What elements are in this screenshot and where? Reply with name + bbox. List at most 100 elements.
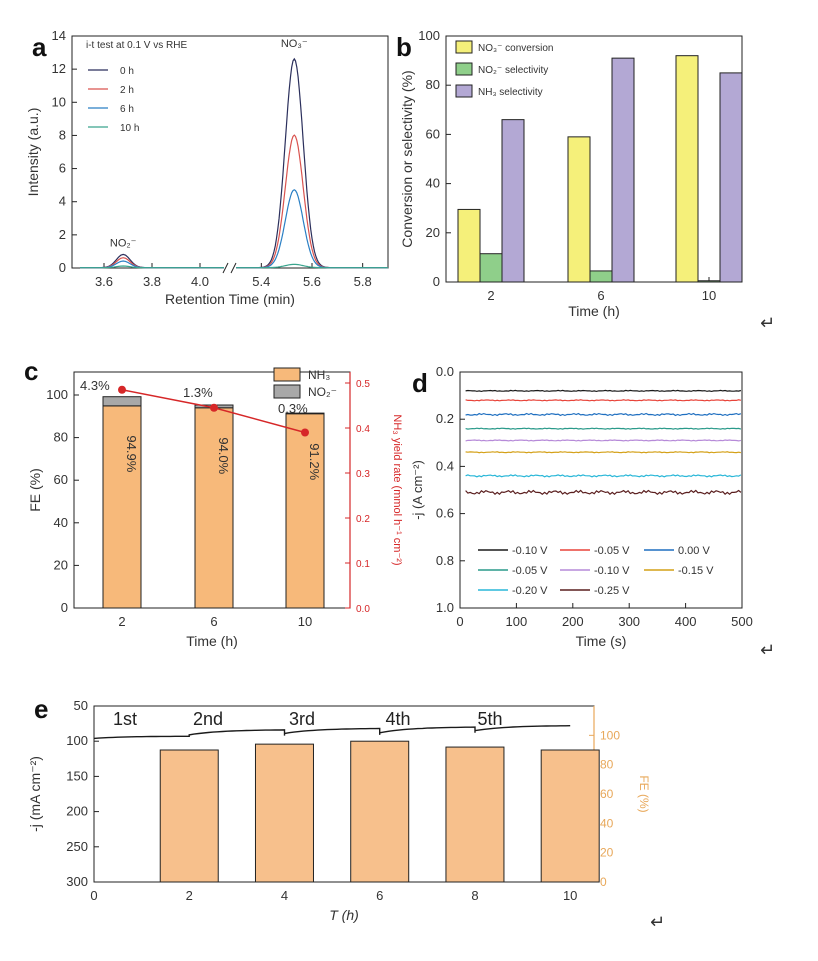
bar-nh3	[285, 413, 325, 609]
x-axis-label: Time (h)	[568, 303, 620, 319]
data-label-no2: 0.3%	[278, 401, 308, 416]
yield-point	[118, 385, 126, 394]
x-tick-label: 400	[675, 614, 697, 629]
y2-tick-label: 0.1	[356, 559, 370, 570]
legend-label: 2 h	[120, 85, 134, 96]
legend-label: -0.05 V	[594, 545, 630, 557]
y-tick-label: 14	[52, 28, 66, 43]
bar-1	[479, 253, 503, 283]
x-tick-label: 2	[118, 614, 125, 629]
y-tick-label: 100	[66, 733, 88, 748]
legend-swatch	[455, 84, 473, 98]
y-axis-label: Conversion or selectivity (%)	[399, 70, 415, 247]
y-tick-label: 60	[54, 472, 68, 487]
y-tick-label: 20	[54, 557, 68, 572]
legend-swatch	[455, 40, 473, 54]
series-line-nitrate	[236, 57, 388, 269]
y-axis-label: -j (mA cm⁻²)	[27, 756, 43, 832]
series-line	[465, 474, 742, 478]
panel-letter-b: b	[396, 32, 412, 62]
series-line-nitrate	[236, 263, 388, 269]
y-tick-label: 200	[66, 804, 88, 819]
x-tick-label: 6	[210, 614, 217, 629]
bar-0	[675, 55, 699, 283]
x-axis-label: Time (s)	[576, 633, 627, 649]
y-tick-label: 0	[59, 260, 66, 275]
x-axis-label: Time (h)	[186, 633, 238, 649]
series-line	[465, 427, 742, 430]
x-tick-label: 10	[563, 888, 577, 903]
y-tick-label: 100	[418, 28, 440, 43]
bar-2	[719, 72, 743, 283]
y-axis-label: Intensity (a.u.)	[25, 108, 41, 197]
legend-label: -0.20 V	[512, 585, 548, 597]
series-line	[465, 389, 742, 393]
y2-tick-label: 0.4	[356, 424, 370, 435]
panel-letter-d: d	[412, 368, 428, 398]
y-tick-label: 0.4	[436, 458, 454, 473]
x-tick-label: 100	[506, 614, 528, 629]
y-tick-label: 20	[426, 225, 440, 240]
x-tick-label: 4.0	[191, 274, 209, 289]
panel-letter-c: c	[24, 356, 38, 386]
y-tick-label: 300	[66, 874, 88, 889]
x-tick-label: 3.8	[143, 274, 161, 289]
x-axis-label: T (h)	[329, 907, 359, 923]
y2-tick-label: 0.0	[356, 604, 370, 615]
y2-tick-label: 0.3	[356, 469, 370, 480]
legend-swatch	[455, 62, 473, 76]
cycle-label: 4th	[385, 709, 410, 729]
x-tick-label: 2	[186, 888, 193, 903]
bar-0	[457, 208, 481, 283]
panel-letter-a: a	[32, 32, 47, 62]
y-tick-label: 80	[426, 77, 440, 92]
y2-tick-label: 100	[600, 728, 620, 742]
x-tick-label: 0	[90, 888, 97, 903]
y2-tick-label: 40	[600, 816, 614, 830]
y-tick-label: 0	[61, 600, 68, 615]
x-tick-label: 4	[281, 888, 288, 903]
cycle-label: 2nd	[193, 709, 223, 729]
legend-label: 10 h	[120, 123, 139, 134]
cycle-label: 1st	[113, 709, 137, 729]
series-line-nitrate	[236, 134, 388, 269]
legend-label: -0.15 V	[678, 565, 714, 577]
legend-label: NH₃ selectivity	[478, 87, 543, 98]
y-axis-label: -j (A cm⁻²)	[410, 460, 425, 520]
bar-2	[501, 119, 525, 283]
legend-label: NH₃	[308, 368, 330, 382]
y-tick-label: 0.0	[436, 364, 454, 379]
peak-label: NO₃⁻	[281, 38, 308, 50]
y-tick-label: 250	[66, 839, 88, 854]
legend-swatch	[273, 384, 301, 399]
bar-1	[697, 280, 721, 283]
bar-nh3	[102, 405, 142, 609]
x-tick-label: 0	[456, 614, 463, 629]
x-tick-label: 2	[487, 288, 494, 303]
fe-bar	[540, 749, 600, 883]
series-line	[465, 451, 742, 454]
x-tick-label: 200	[562, 614, 584, 629]
current-line	[93, 725, 571, 740]
y-tick-label: 2	[59, 227, 66, 242]
x-tick-label: 3.6	[95, 274, 113, 289]
bar-1	[589, 270, 613, 283]
legend-label: -0.10 V	[594, 565, 630, 577]
y-tick-label: 0.6	[436, 506, 454, 521]
y-tick-label: 40	[54, 515, 68, 530]
x-tick-label: 5.8	[354, 274, 372, 289]
series-line	[465, 412, 742, 417]
cycle-label: 3rd	[289, 709, 315, 729]
axis-break-mark	[230, 262, 237, 274]
legend-label: -0.25 V	[594, 585, 630, 597]
fe-bar	[254, 743, 314, 883]
return-symbol: ↵	[650, 912, 666, 933]
bar-no2	[285, 412, 325, 415]
y-tick-label: 12	[52, 61, 66, 76]
y-tick-label: 10	[52, 94, 66, 109]
panel-b: 0 20 40 60 80 100 2 6 10 NO₃⁻ conversion NO₂⁻ sele…	[399, 28, 743, 319]
fe-bar	[445, 746, 505, 883]
legend-label: -0.10 V	[512, 545, 548, 557]
